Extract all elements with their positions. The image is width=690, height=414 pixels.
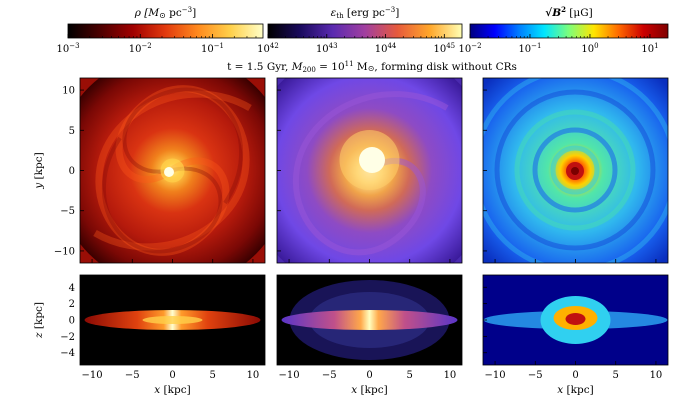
colorbar-thermal-energy: εth [erg pc−3] 1042 1043 1044 1045 [257,6,463,55]
colorbars: ρ [M⊙ pc−3] 10−3 10−2 10−1 εth [erg pc−3] 104… [56,5,669,55]
colorbar-label: ρ [M⊙ pc−3] [134,6,196,20]
colorbar-tick-label: 101 [641,42,658,55]
z-axis-label: z [kpc] [33,302,45,339]
x-tick-label: −5 [322,370,337,381]
x-tick-label: −10 [279,370,300,381]
y-tick-label: −10 [54,246,75,257]
colorbar-label: √B2 [μG] [545,5,592,19]
panel-faceon-density [79,77,266,264]
y-tick-label: 0 [69,166,75,177]
y-tick-label: 10 [62,86,75,97]
colorbar-tick-label: 10−2 [129,42,152,55]
z-tick-label: 2 [69,299,75,310]
panel-edgeon-thermal [276,274,463,366]
colorbar-bar [469,23,669,39]
panel-edgeon-bfield [482,274,669,366]
colorbar-tick-label: 10−3 [56,42,79,55]
x-axis-label: x [kpc] [154,384,190,396]
z-tick-label: 0 [69,316,75,327]
y-tick-label: −5 [60,206,75,217]
panel-faceon-bfield [482,77,669,264]
z-tick-label: −4 [60,348,75,359]
colorbar-magnetic-field: √B2 [μG] 10−2 10−1 100 101 [458,5,669,55]
figure-title: t = 1.5 Gyr, M200 = 1011 M⊙, forming dis… [227,60,517,74]
colorbar-tick-label: 1044 [375,42,397,55]
z-tick-label: 4 [69,283,75,294]
x-tick-label: 10 [247,370,260,381]
x-tick-label: −10 [485,370,506,381]
colorbar-bar [67,23,264,39]
x-tick-label: −5 [125,370,140,381]
colorbar-density: ρ [M⊙ pc−3] 10−3 10−2 10−1 [56,6,264,55]
x-axis-label: x [kpc] [351,384,387,396]
x-tick-label: 10 [650,370,663,381]
x-tick-label: −5 [528,370,543,381]
x-tick-label: 0 [366,370,372,381]
colorbar-tick-label: 1045 [433,42,455,55]
x-tick-label: 10 [444,370,457,381]
x-tick-label: 0 [572,370,578,381]
colorbar-bar [267,23,463,39]
x-axis-label: x [kpc] [557,384,593,396]
colorbar-tick-label: 10−2 [458,42,481,55]
colorbar-tick-label: 10−1 [201,42,224,55]
colorbar-label: εth [erg pc−3] [331,6,400,20]
y-axis-label: y [kpc] [33,152,45,189]
colorbar-tick-label: 10−1 [518,42,541,55]
colorbar-tick-label: 100 [581,42,598,55]
x-tick-label: 5 [210,370,216,381]
x-tick-label: 5 [407,370,413,381]
z-tick-label: −2 [60,332,75,343]
colorbar-tick-label: 1043 [316,42,338,55]
axes: −10 −5 0 5 10 x [kpc] −10 −5 0 5 10 x [kpc] −10 −5 0 5 1… [33,86,662,396]
y-tick-label: 5 [69,126,75,137]
colorbar-tick-label: 1042 [257,42,279,55]
x-tick-label: −10 [82,370,103,381]
x-tick-label: 0 [169,370,175,381]
x-tick-label: 5 [613,370,619,381]
panel-faceon-thermal [276,77,463,264]
panel-edgeon-density [79,274,266,366]
